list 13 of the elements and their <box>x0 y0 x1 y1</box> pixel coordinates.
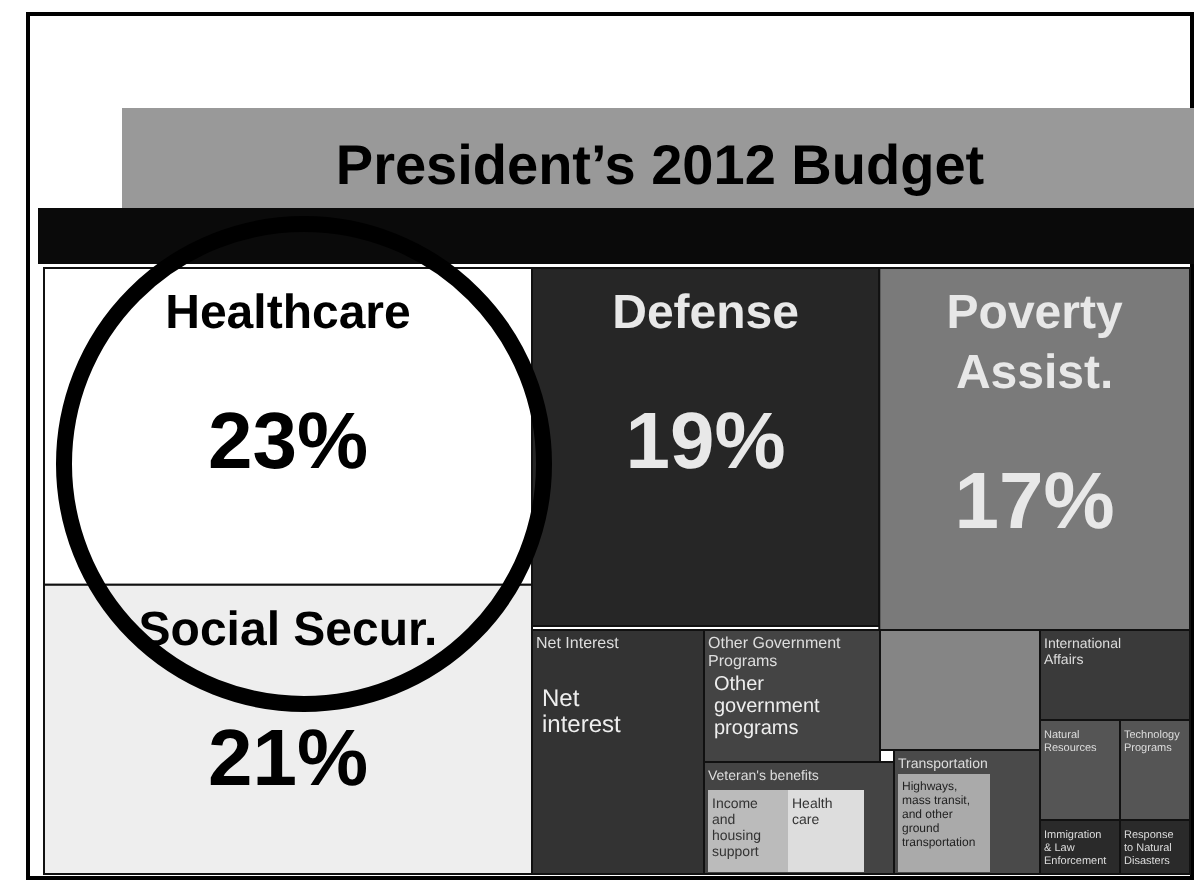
category-label: Poverty Assist. <box>946 286 1124 400</box>
data-label: 23% <box>207 398 369 486</box>
text: Other government programs <box>714 674 821 740</box>
data-label: 19% <box>625 398 786 486</box>
data-label: 21% <box>207 714 369 803</box>
category-label: Other Government Programs <box>708 634 843 670</box>
category-label: Social Secur. <box>138 602 438 657</box>
category-label: Healthcare <box>165 286 411 340</box>
category-label: Defense <box>612 286 800 340</box>
text: Net interest <box>542 684 623 738</box>
category-label: Net Interest <box>536 634 621 652</box>
text: President’s 2012 Budget <box>335 134 985 196</box>
data-label: 17% <box>954 458 1115 546</box>
